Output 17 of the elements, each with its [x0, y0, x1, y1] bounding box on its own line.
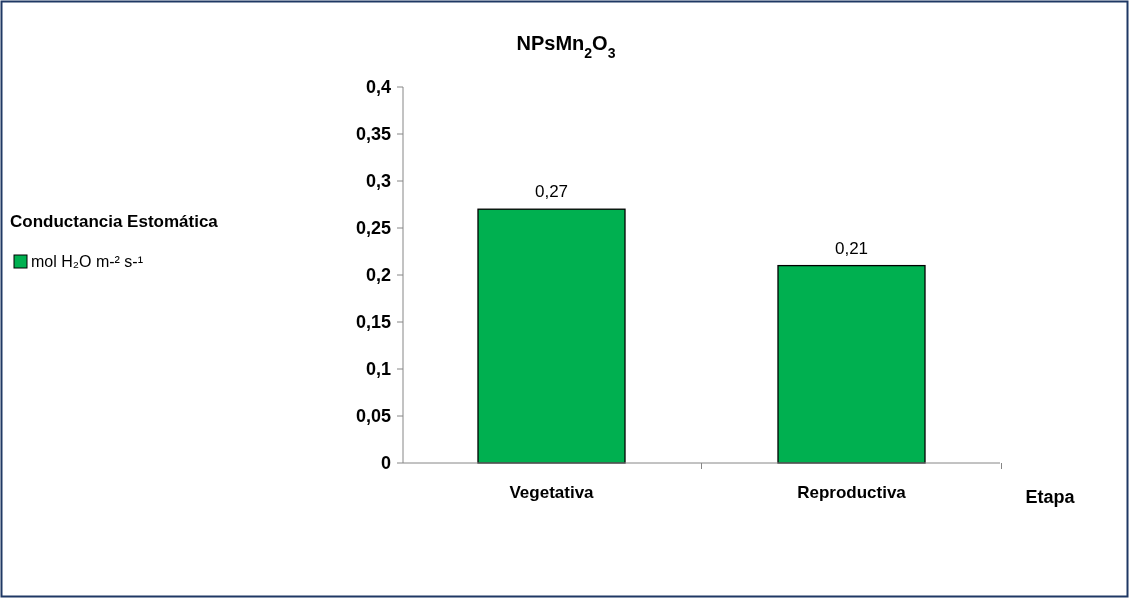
y-tick-label: 0,3: [365, 171, 391, 192]
legend-label: mol H₂O m-² s-¹: [31, 253, 143, 270]
x-axis-title: Etapa: [1025, 487, 1076, 507]
y-tick-label: 0,15: [355, 312, 391, 333]
y-tick-label: 0,2: [365, 265, 391, 286]
chart-title: NPsMn$_{2}$O$_{3}$: [516, 32, 616, 61]
legend-title: Conductancia Estomática: [10, 212, 219, 231]
y-tick-label: 0,05: [355, 406, 391, 427]
y-tick-label: 0,35: [355, 124, 391, 145]
y-tick-label: 0,25: [355, 218, 391, 239]
data-label: 0,21: [834, 238, 869, 258]
x-tick-label: Vegetativa: [509, 483, 595, 502]
y-tick-label: 0,4: [365, 77, 391, 98]
y-tick-label: 0: [380, 453, 391, 474]
y-tick-label: 0,1: [365, 359, 391, 380]
x-tick-label: Reproductiva: [797, 483, 907, 502]
data-label: 0,27: [534, 182, 569, 202]
